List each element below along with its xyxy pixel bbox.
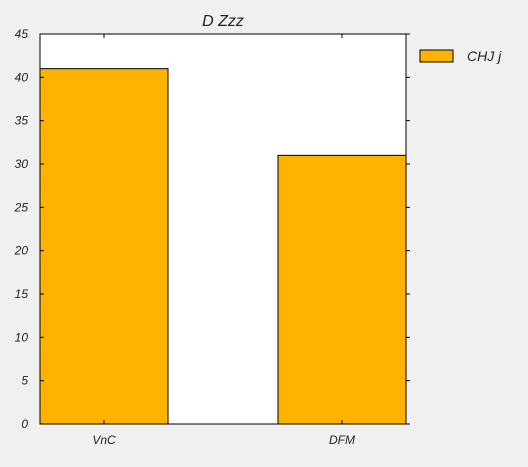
y-tick-label: 5 bbox=[21, 374, 28, 388]
chart-title: D Zzz bbox=[202, 13, 244, 30]
legend-label: CHJ j bbox=[467, 48, 502, 64]
y-tick-label: 40 bbox=[15, 70, 29, 84]
legend: CHJ j bbox=[419, 48, 502, 64]
y-tick-label: 25 bbox=[14, 200, 29, 214]
y-tick-label: 20 bbox=[14, 244, 29, 258]
legend-swatch bbox=[419, 49, 454, 63]
x-tick-label: VnC bbox=[92, 433, 116, 447]
x-axis-ticks: VnC DFM bbox=[92, 34, 355, 447]
y-tick-label: 35 bbox=[15, 114, 29, 128]
y-tick-label: 0 bbox=[21, 417, 28, 431]
y-tick-label: 15 bbox=[15, 287, 29, 301]
y-tick-label: 30 bbox=[15, 157, 29, 171]
y-axis-ticks: 0 5 10 15 20 25 30 35 40 45 bbox=[14, 27, 410, 431]
y-tick-label: 45 bbox=[15, 27, 29, 41]
plot-frame bbox=[39, 33, 407, 425]
x-tick-label: DFM bbox=[329, 433, 355, 447]
bar-dfm bbox=[277, 154, 407, 425]
bars-group bbox=[39, 68, 407, 425]
bar-vnc bbox=[39, 68, 169, 425]
y-tick-label: 10 bbox=[15, 330, 29, 344]
